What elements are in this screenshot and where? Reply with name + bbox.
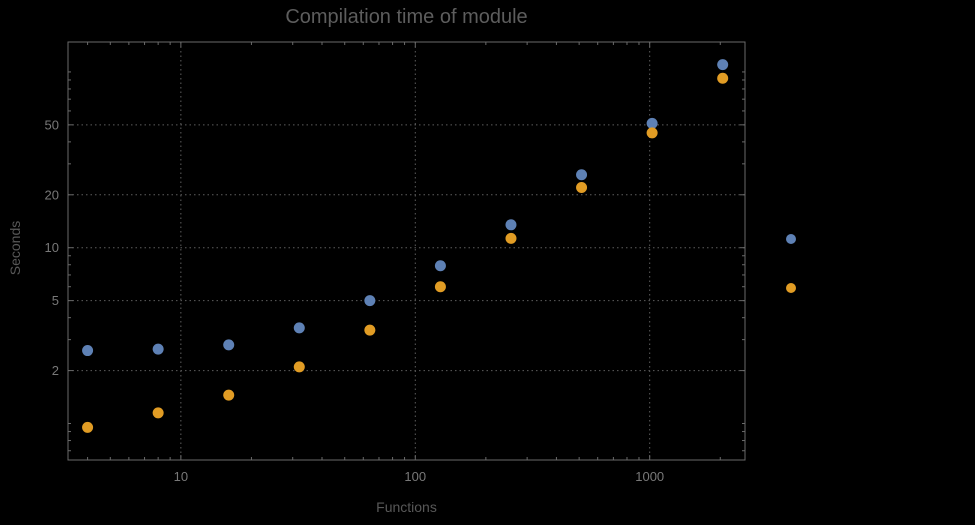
y-tick-label: 2 xyxy=(52,363,59,378)
data-point-series-2 xyxy=(505,232,517,244)
data-point-series-2 xyxy=(82,421,94,433)
y-tick-label: 50 xyxy=(45,117,59,132)
y-tick-label: 5 xyxy=(52,293,59,308)
data-point-series-2 xyxy=(364,324,376,336)
data-point-series-1 xyxy=(364,295,376,307)
chart-title: Compilation time of module xyxy=(285,6,528,28)
plot-frame xyxy=(67,41,746,461)
data-point-series-1 xyxy=(223,339,235,351)
data-point-series-2 xyxy=(223,389,235,401)
legend-marker-1 xyxy=(786,234,796,244)
data-point-series-1 xyxy=(717,59,729,71)
data-point-series-1 xyxy=(434,260,446,272)
data-point-series-2 xyxy=(646,127,658,139)
data-point-series-1 xyxy=(505,219,517,231)
data-point-series-1 xyxy=(646,117,658,129)
data-point-series-1 xyxy=(293,322,305,334)
legend-marker-2 xyxy=(786,283,796,293)
data-point-series-2 xyxy=(293,361,305,373)
data-point-series-1 xyxy=(152,343,164,355)
data-point-series-2 xyxy=(434,281,446,293)
x-tick-label: 100 xyxy=(404,469,426,484)
data-point-series-1 xyxy=(82,345,94,357)
y-tick-label: 10 xyxy=(45,240,59,255)
data-point-series-2 xyxy=(576,182,588,194)
x-tick-label: 1000 xyxy=(635,469,664,484)
data-point-series-2 xyxy=(717,72,729,84)
data-point-series-2 xyxy=(152,407,164,419)
data-point-series-1 xyxy=(576,169,588,181)
y-tick-label: 20 xyxy=(45,187,59,202)
x-tick-label: 10 xyxy=(174,469,188,484)
x-axis-label: Functions xyxy=(376,499,437,515)
